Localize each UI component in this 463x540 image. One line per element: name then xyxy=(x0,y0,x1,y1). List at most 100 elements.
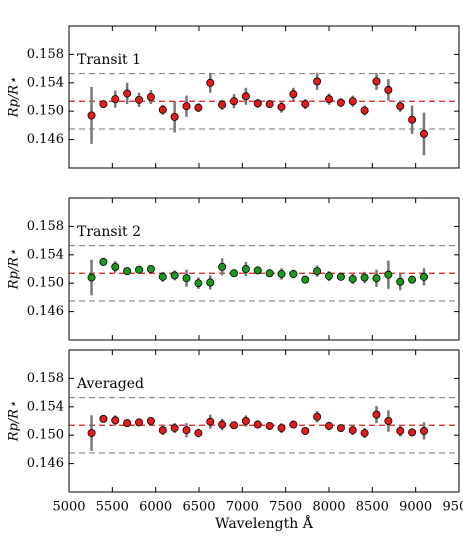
point xyxy=(277,424,286,433)
point xyxy=(123,419,132,428)
point xyxy=(277,102,286,111)
point xyxy=(230,269,239,278)
point xyxy=(336,272,345,281)
x-tick-label: 8000 xyxy=(312,500,345,515)
point xyxy=(277,269,286,278)
point xyxy=(182,426,191,435)
point xyxy=(360,106,369,115)
x-tick-label: 7000 xyxy=(226,500,259,515)
point xyxy=(241,264,250,273)
point xyxy=(111,95,120,104)
point xyxy=(419,426,428,435)
x-tick-label: 6000 xyxy=(139,500,172,515)
point xyxy=(87,273,96,282)
y-tick-label: 0.146 xyxy=(27,132,64,147)
point xyxy=(372,274,381,283)
point xyxy=(158,105,167,114)
point xyxy=(146,416,155,425)
point xyxy=(408,275,417,284)
y-tick-label: 0.154 xyxy=(27,247,64,262)
point xyxy=(182,274,191,283)
annotation: Averaged xyxy=(76,376,144,392)
x-tick-label: 9500 xyxy=(442,500,463,515)
point xyxy=(301,426,310,435)
point xyxy=(146,93,155,102)
point xyxy=(360,429,369,438)
point xyxy=(135,265,144,274)
point xyxy=(384,270,393,279)
point xyxy=(396,426,405,435)
point xyxy=(111,262,120,271)
y-tick-label: 0.150 xyxy=(27,428,64,443)
annotation: Transit 2 xyxy=(77,224,141,240)
y-tick-label: 0.146 xyxy=(27,456,64,471)
point xyxy=(170,424,179,433)
point xyxy=(194,429,203,438)
point xyxy=(360,273,369,282)
point xyxy=(218,100,227,109)
point xyxy=(230,421,239,430)
point xyxy=(218,262,227,271)
point xyxy=(265,100,274,109)
point xyxy=(372,77,381,86)
point xyxy=(348,274,357,283)
point xyxy=(301,100,310,109)
point xyxy=(384,416,393,425)
plot-frame xyxy=(68,197,460,341)
point xyxy=(265,421,274,430)
plot-frame xyxy=(68,349,460,493)
y-axis-label: Rp/R⋆ xyxy=(7,77,22,118)
point xyxy=(253,99,262,108)
point xyxy=(87,111,96,120)
point xyxy=(408,428,417,437)
point xyxy=(146,264,155,273)
point xyxy=(396,277,405,286)
point xyxy=(206,417,215,426)
point xyxy=(313,77,322,86)
point xyxy=(313,267,322,276)
y-tick-label: 0.146 xyxy=(27,304,64,319)
point xyxy=(158,272,167,281)
x-tick-label: 8500 xyxy=(356,500,389,515)
point xyxy=(384,85,393,94)
y-axis-label: Rp/R⋆ xyxy=(7,249,22,290)
x-axis-label: Wavelength Å xyxy=(215,514,314,532)
point xyxy=(206,278,215,287)
point xyxy=(87,429,96,438)
point xyxy=(419,129,428,138)
point xyxy=(170,112,179,121)
x-tick-label: 9000 xyxy=(399,500,432,515)
point xyxy=(372,410,381,419)
point xyxy=(253,266,262,275)
point xyxy=(265,269,274,278)
point xyxy=(206,78,215,87)
y-tick-label: 0.158 xyxy=(27,219,64,234)
point xyxy=(218,420,227,429)
point xyxy=(336,424,345,433)
point xyxy=(301,275,310,284)
point xyxy=(230,97,239,106)
point xyxy=(135,95,144,104)
point xyxy=(289,269,298,278)
point xyxy=(253,420,262,429)
point xyxy=(336,98,345,107)
point xyxy=(313,412,322,421)
point xyxy=(194,103,203,112)
y-tick-label: 0.158 xyxy=(27,371,64,386)
y-tick-label: 0.154 xyxy=(27,399,64,414)
point xyxy=(111,416,120,425)
point xyxy=(348,97,357,106)
point xyxy=(408,115,417,124)
x-tick-label: 5500 xyxy=(96,500,129,515)
point xyxy=(396,102,405,111)
point xyxy=(123,267,132,276)
point xyxy=(170,271,179,280)
x-tick-label: 7500 xyxy=(269,500,302,515)
point xyxy=(324,421,333,430)
point xyxy=(158,426,167,435)
point xyxy=(241,92,250,101)
x-tick-label: 6500 xyxy=(182,500,215,515)
point xyxy=(324,272,333,281)
y-tick-label: 0.158 xyxy=(27,47,64,62)
